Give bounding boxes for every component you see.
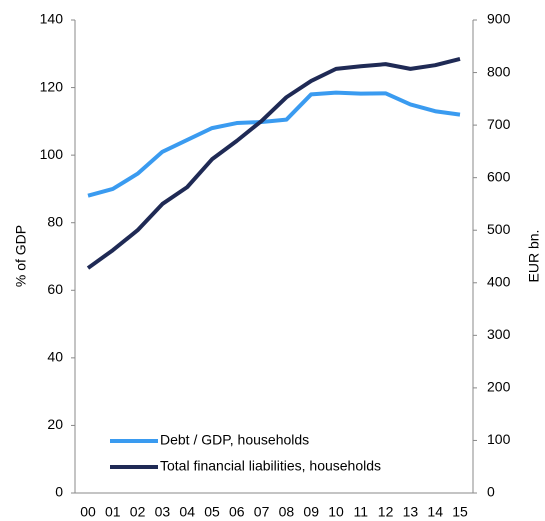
x-tick-label: 01: [105, 504, 121, 520]
x-tick-label: 08: [279, 504, 295, 520]
x-tick-label: 02: [130, 504, 146, 520]
y2-tick-label: 900: [487, 11, 511, 27]
y-tick-label: 80: [47, 213, 63, 229]
x-tick-label: 00: [80, 504, 96, 520]
y-tick-label: 20: [47, 416, 63, 432]
x-tick-label: 10: [328, 504, 344, 520]
y-axis-label: % of GDP: [13, 225, 29, 287]
legend-label: Total financial liabilities, households: [160, 458, 381, 474]
series-line: [86, 56, 461, 270]
x-tick-label: 13: [403, 504, 419, 520]
y2-axis-label: EUR bn.: [526, 230, 542, 283]
y2-tick-label: 200: [487, 379, 511, 395]
y-tick-label: 60: [47, 281, 63, 297]
x-tick-label: 04: [179, 504, 195, 520]
legend-label: Debt / GDP, households: [160, 432, 309, 448]
x-tick-label: 05: [204, 504, 220, 520]
x-tick-label: 15: [452, 504, 468, 520]
y2-tick-label: 100: [487, 431, 511, 447]
series-line: [87, 90, 461, 198]
x-tick-label: 12: [378, 504, 394, 520]
y2-tick-label: 600: [487, 168, 511, 184]
x-tick-label: 03: [155, 504, 171, 520]
y-tick-label: 120: [40, 78, 64, 94]
y-tick-label: 40: [47, 349, 63, 365]
x-tick-label: 06: [229, 504, 245, 520]
y2-tick-label: 300: [487, 326, 511, 342]
y2-tick-label: 700: [487, 116, 511, 132]
y2-tick-label: 800: [487, 63, 511, 79]
y2-tick-label: 500: [487, 221, 511, 237]
y2-tick-label: 400: [487, 273, 511, 289]
y-tick-label: 100: [40, 146, 64, 162]
x-tick-label: 11: [354, 504, 369, 520]
x-tick-label: 09: [303, 504, 319, 520]
x-tick-label: 14: [427, 504, 443, 520]
y-tick-label: 0: [55, 484, 63, 500]
x-tick-label: 07: [254, 504, 270, 520]
y2-tick-label: 0: [487, 484, 495, 500]
y-tick-label: 140: [40, 11, 64, 27]
